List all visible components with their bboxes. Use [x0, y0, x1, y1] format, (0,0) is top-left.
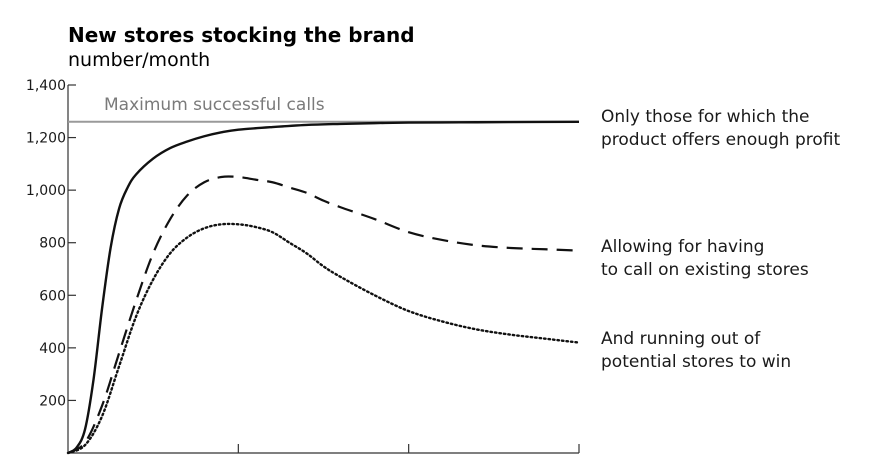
series-label-dashed: to call on existing stores [601, 260, 809, 280]
y-tick-label: 1,200 [26, 131, 66, 147]
reference-line-group: Maximum successful calls [68, 95, 579, 123]
chart-title: New stores stocking the brand [68, 23, 415, 47]
series-line-dotted [66, 222, 581, 455]
series-label-solid: Only those for which the [601, 107, 810, 127]
series-line-dashed [67, 175, 580, 454]
reference-line-label: Maximum successful calls [104, 95, 325, 115]
y-tick-label: 200 [39, 393, 66, 409]
series-labels: Only those for which the product offers e… [601, 107, 841, 372]
y-tick-label: 1,400 [26, 78, 66, 94]
series-label-dotted: potential stores to win [601, 352, 791, 372]
y-tick-label: 1,000 [26, 183, 66, 199]
series-group [66, 120, 581, 455]
y-tick-label: 800 [39, 236, 66, 252]
series-label-dotted: And running out of [601, 329, 761, 349]
series-label-solid: product offers enough profit [601, 130, 841, 150]
axes: 200 400 600 800 1,000 1,200 1,400 [26, 78, 580, 454]
y-tick-label: 600 [39, 288, 66, 304]
series-line-solid [67, 120, 580, 455]
y-tick-label: 400 [39, 341, 66, 357]
y-axis-unit-label: number/month [68, 49, 210, 71]
series-label-dashed: Allowing for having [601, 237, 764, 257]
